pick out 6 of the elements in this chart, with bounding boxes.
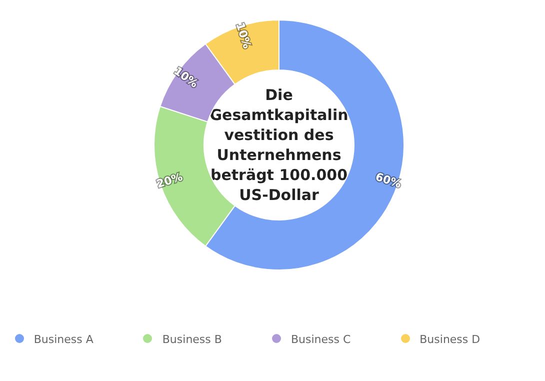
legend-label: Business B [162, 333, 222, 346]
legend-label: Business D [420, 333, 480, 346]
text: Die Gesamtkapitalinvestition des Unternehmens beträgt 100.000 US-Dollar [210, 86, 348, 204]
legend-label: Business A [34, 333, 94, 346]
data-label: 20% [155, 170, 184, 191]
legend-label: Business C [290, 333, 351, 346]
